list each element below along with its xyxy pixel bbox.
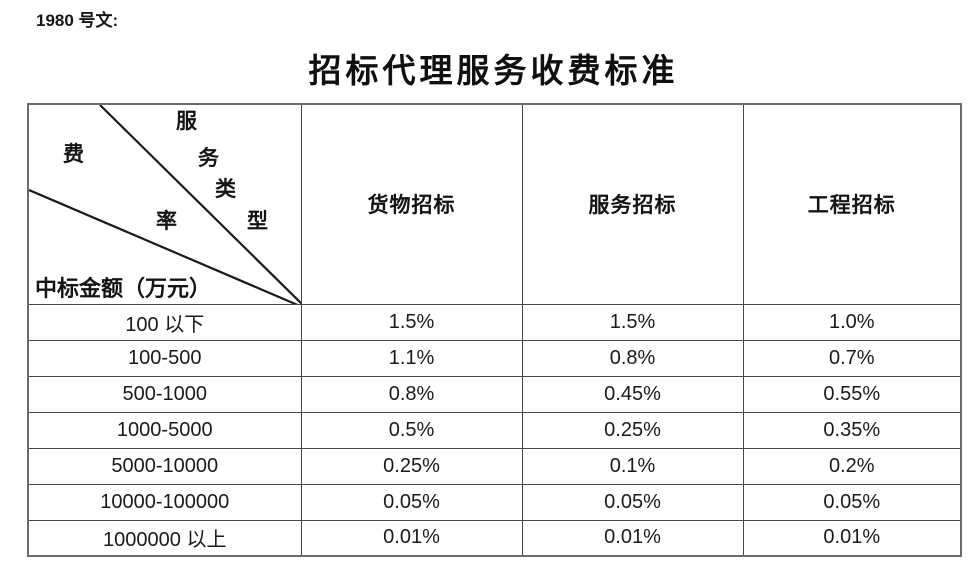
engineering-rate-cell: 0.55% (742, 375, 962, 413)
corner-label-service-type-char: 务 (198, 146, 219, 170)
table-corner-cell: 服 务 类 型 费 率 中标金额（万元） (27, 103, 302, 305)
table-row: 5000-10000 0.25% 0.1% 0.2% (27, 447, 962, 485)
corner-label-rate-char: 率 (156, 209, 177, 233)
column-header-goods-bidding: 货物招标 (300, 103, 523, 305)
table-row: 500-1000 0.8% 0.45% 0.55% (27, 375, 962, 413)
service-rate-cell: 0.01% (521, 519, 744, 557)
goods-rate-cell: 0.05% (300, 483, 523, 521)
corner-label-rate-char: 费 (63, 142, 84, 166)
table-header-row: 服 务 类 型 费 率 中标金额（万元） 货物招标 服务招标 工程招标 (27, 103, 962, 305)
table-row: 1000-5000 0.5% 0.25% 0.35% (27, 411, 962, 449)
page-title: 招标代理服务收费标准 (308, 54, 679, 90)
amount-range-cell: 500-1000 (27, 375, 302, 413)
amount-range-cell: 100-500 (27, 339, 302, 377)
amount-range-cell: 1000-5000 (27, 411, 302, 449)
goods-rate-cell: 0.25% (300, 447, 523, 485)
service-rate-cell: 0.1% (521, 447, 744, 485)
engineering-rate-cell: 0.7% (742, 339, 962, 377)
engineering-rate-cell: 0.05% (742, 483, 962, 521)
corner-label-service-type-char: 服 (176, 109, 197, 133)
engineering-rate-cell: 0.01% (742, 519, 962, 557)
service-rate-cell: 0.8% (521, 339, 744, 377)
engineering-rate-cell: 0.35% (742, 411, 962, 449)
corner-label-service-type-char: 型 (247, 209, 268, 233)
goods-rate-cell: 1.5% (300, 303, 523, 341)
corner-label-service-type-char: 类 (215, 177, 236, 201)
corner-label-amount: 中标金额（万元） (35, 276, 212, 302)
diagonal-divider-lines (29, 105, 300, 303)
service-rate-cell: 0.45% (521, 375, 744, 413)
amount-range-cell: 100 以下 (27, 303, 302, 341)
engineering-rate-cell: 1.0% (742, 303, 962, 341)
doc-number: 1980 号文: (36, 11, 119, 30)
goods-rate-cell: 0.01% (300, 519, 523, 557)
goods-rate-cell: 0.8% (300, 375, 523, 413)
amount-range-cell: 1000000 以上 (27, 519, 302, 557)
table-row: 100-500 1.1% 0.8% 0.7% (27, 339, 962, 377)
service-rate-cell: 1.5% (521, 303, 744, 341)
service-rate-cell: 0.05% (521, 483, 744, 521)
column-header-engineering-bidding: 工程招标 (742, 103, 962, 305)
engineering-rate-cell: 0.2% (742, 447, 962, 485)
amount-range-cell: 10000-100000 (27, 483, 302, 521)
amount-range-cell: 5000-10000 (27, 447, 302, 485)
table-row: 100 以下 1.5% 1.5% 1.0% (27, 303, 962, 341)
service-rate-cell: 0.25% (521, 411, 744, 449)
column-header-service-bidding: 服务招标 (521, 103, 744, 305)
table-row: 10000-100000 0.05% 0.05% 0.05% (27, 483, 962, 521)
fee-table: 服 务 类 型 费 率 中标金额（万元） 货物招标 服务招标 工程招标 100 … (27, 103, 962, 557)
table-row: 1000000 以上 0.01% 0.01% 0.01% (27, 519, 962, 557)
goods-rate-cell: 0.5% (300, 411, 523, 449)
goods-rate-cell: 1.1% (300, 339, 523, 377)
